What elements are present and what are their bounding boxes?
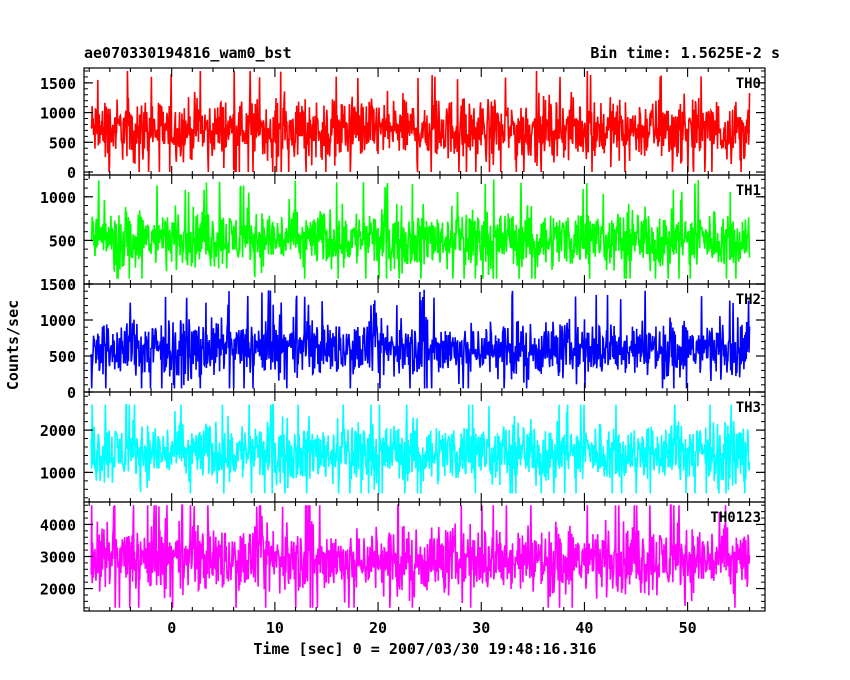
- panel-th2-label: TH2: [736, 292, 761, 308]
- panel-th0-y-tick-label: 500: [49, 134, 76, 152]
- panel-th1-series-line: [90, 179, 751, 279]
- panel-th0123-y-tick-label: 2000: [40, 581, 76, 599]
- panel-th3-y-tick-label: 2000: [40, 422, 76, 440]
- panel-th2-y-tick-label: 1500: [40, 276, 76, 294]
- x-tick-label: 40: [575, 619, 593, 637]
- panel-th0123-series-line: [90, 504, 751, 608]
- panel-th0123-label: TH0123: [710, 510, 761, 526]
- panel-th0-y-tick-label: 1000: [40, 105, 76, 123]
- x-axis-label: Time [sec] 0 = 2007/03/30 19:48:16.316: [253, 640, 596, 658]
- panel-th0123-y-tick-label: 4000: [40, 516, 76, 534]
- panel-th1-label: TH1: [736, 183, 761, 199]
- panel-th2-y-tick-label: 1000: [40, 312, 76, 330]
- chart-title-right: Bin time: 1.5625E-2 s: [590, 44, 780, 62]
- panel-th2-y-tick-label: 0: [67, 384, 76, 402]
- panel-th3-label: TH3: [736, 400, 761, 416]
- panel-th2-y-tick-label: 500: [49, 348, 76, 366]
- x-tick-label: 0: [167, 619, 176, 637]
- panel-th0-y-tick-label: 1500: [40, 75, 76, 93]
- x-tick-label: 10: [266, 619, 284, 637]
- panel-th1-y-tick-label: 0: [67, 276, 76, 294]
- y-axis-label: Counts/sec: [4, 300, 22, 390]
- x-tick-label: 20: [369, 619, 387, 637]
- panel-th3-y-tick-label: 1000: [40, 464, 76, 482]
- panel-th1-y-tick-label: 1000: [40, 189, 76, 207]
- panel-th2-series-line: [90, 289, 751, 389]
- panel-th0123-y-tick-label: 3000: [40, 549, 76, 567]
- panel-th1-y-tick-label: 500: [49, 232, 76, 250]
- panel-th0-y-tick-label: 0: [67, 164, 76, 182]
- panel-th3-series-line: [90, 403, 751, 494]
- x-tick-label: 50: [679, 619, 697, 637]
- chart-title-left: ae070330194816_wam0_bst: [84, 44, 292, 62]
- x-tick-label: 30: [472, 619, 490, 637]
- panel-th0-series-line: [90, 70, 751, 173]
- panel-th0-label: TH0: [736, 76, 761, 92]
